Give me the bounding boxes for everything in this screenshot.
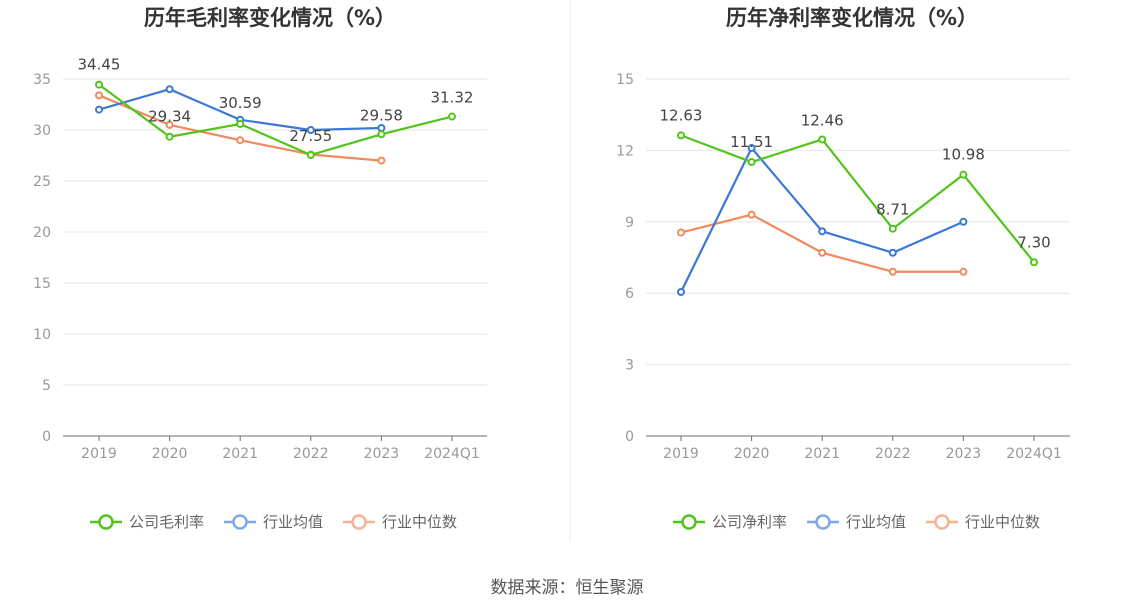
y-tick-label: 20 (33, 225, 51, 241)
data-point (677, 228, 685, 237)
chart-panel-1: 历年毛利率变化情况（%） 0 5 10 15 20 25 30 35 2019 2020 2021 20… (33, 6, 487, 531)
chart-title: 历年毛利率变化情况（%） (144, 6, 396, 30)
x-tick-label: 2021 (222, 446, 258, 462)
data-point (818, 227, 827, 236)
data-label: 29.58 (360, 106, 403, 124)
series-line-3 (680, 213, 964, 273)
data-point (165, 120, 174, 129)
data-label: 27.55 (289, 127, 332, 145)
x-tick-label: 2023 (364, 446, 400, 462)
chart-panel-2: 历年净利率变化情况（%） 0 3 6 9 12 15 2019 2020 2021 2022 2023… (616, 6, 1070, 531)
data-point (959, 170, 968, 179)
data-point (747, 144, 756, 153)
data-label: 30.59 (219, 94, 262, 112)
legend-label: 公司毛利率 (129, 513, 204, 531)
legend-label: 行业中位数 (382, 513, 457, 531)
data-point (95, 105, 103, 114)
data-point (165, 132, 174, 141)
data-label: 11.51 (730, 133, 773, 151)
data-label: 8.71 (876, 201, 909, 219)
y-tick-label: 0 (625, 429, 634, 445)
y-tick-label: 10 (33, 327, 51, 343)
x-tick-label: 2019 (81, 446, 117, 462)
x-tick-label: 2019 (663, 446, 699, 462)
x-tick-label: 2022 (875, 446, 911, 462)
data-point (236, 136, 245, 145)
data-label: 12.63 (660, 106, 703, 124)
data-point (377, 123, 386, 132)
data-point (818, 135, 827, 144)
legend-marker (681, 514, 697, 530)
legend-label: 行业均值 (846, 513, 906, 531)
legend-label: 行业均值 (263, 513, 323, 531)
y-tick-label: 6 (625, 286, 634, 302)
data-point (818, 248, 827, 257)
series-line-1 (680, 134, 1035, 263)
data-label: 31.32 (431, 89, 474, 107)
data-point (95, 80, 103, 89)
data-point (747, 158, 756, 167)
data-label: 7.30 (1017, 233, 1050, 251)
y-tick-label: 12 (616, 143, 634, 159)
y-tick-label: 0 (42, 429, 51, 445)
y-tick-label: 35 (33, 72, 51, 88)
data-point (448, 112, 456, 121)
data-point (959, 267, 968, 276)
x-tick-label: 2020 (152, 446, 188, 462)
data-point (747, 210, 756, 219)
legend-marker (98, 514, 114, 530)
x-tick-label: 2023 (946, 446, 982, 462)
data-label: 10.98 (942, 146, 985, 164)
y-tick-label: 5 (42, 378, 51, 394)
y-tick-label: 9 (625, 215, 634, 231)
series-line-2 (680, 146, 964, 293)
legend-label: 公司净利率 (712, 513, 787, 531)
data-point (1030, 258, 1038, 267)
data-point (959, 217, 968, 226)
y-tick-label: 3 (625, 358, 634, 374)
legend-marker (934, 514, 950, 530)
data-point (888, 224, 897, 233)
x-tick-label: 2021 (804, 446, 840, 462)
data-point (95, 91, 103, 100)
data-point (377, 130, 386, 139)
y-tick-label: 30 (33, 123, 51, 139)
data-point (677, 131, 685, 140)
data-point (888, 267, 897, 276)
series-line-1 (98, 83, 453, 157)
legend-label: 行业中位数 (965, 513, 1040, 531)
data-label: 12.46 (801, 111, 844, 129)
data-point (306, 126, 315, 134)
x-tick-label: 2020 (734, 446, 770, 462)
data-label: 29.34 (148, 108, 191, 126)
chart-title: 历年净利率变化情况（%） (726, 6, 978, 30)
legend-marker (815, 514, 831, 530)
x-tick-label: 2024Q1 (424, 446, 480, 462)
x-tick-label: 2024Q1 (1006, 446, 1062, 462)
y-tick-label: 15 (33, 276, 51, 292)
legend-marker (351, 514, 367, 530)
data-point (165, 85, 174, 94)
x-tick-label: 2022 (293, 446, 329, 462)
data-point (306, 150, 315, 159)
source-note: 数据来源：恒生聚源 (491, 578, 644, 598)
data-point (377, 156, 386, 165)
legend-marker (232, 514, 248, 530)
y-tick-label: 25 (33, 174, 51, 190)
data-point (677, 288, 685, 297)
data-point (236, 119, 245, 128)
data-label: 34.45 (78, 56, 121, 74)
y-tick-label: 15 (616, 72, 634, 88)
data-point (888, 248, 897, 257)
